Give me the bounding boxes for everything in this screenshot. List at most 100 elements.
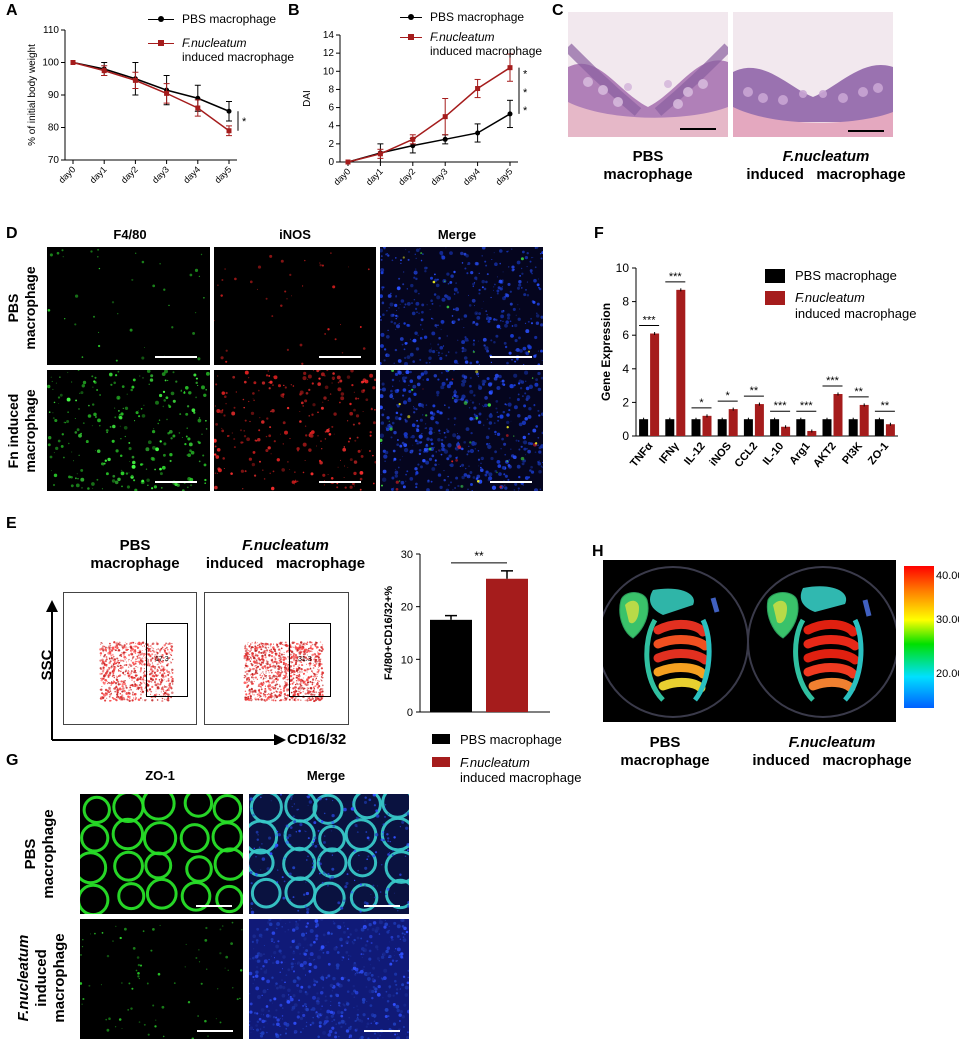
d-pbs-inos-image — [214, 247, 376, 365]
d-row-pbs-label: PBS macrophage — [5, 265, 38, 350]
histology-fn — [733, 12, 893, 137]
legend-b-pbs-marker — [408, 14, 414, 20]
a-ytick-label: 90 — [48, 90, 60, 101]
e-bar-pbs — [430, 619, 472, 712]
g-row-pbs-label: PBS macrophage — [22, 809, 58, 898]
legend-a-fn-italic: F.nucleatum — [182, 36, 247, 50]
b-point — [442, 114, 448, 120]
f-bar-pbs — [796, 419, 806, 436]
panel-label-c: C — [552, 2, 564, 19]
legend-b-fn-italic: F.nucleatum — [430, 30, 495, 44]
f-xtick-label: PI3K — [840, 440, 865, 466]
a-series-0 — [72, 61, 230, 112]
legend-e-fn-italic: F.nucleatum — [460, 755, 530, 770]
legend-a-pbs-marker — [158, 16, 164, 22]
a-series-1 — [72, 61, 230, 132]
flow-yaxis: SSC — [32, 640, 62, 690]
a-ylabel: % of initial body weight — [27, 44, 38, 146]
f-ytick-label: 6 — [622, 328, 629, 342]
a-xtick-label: day2 — [119, 164, 140, 185]
g-row-fn-c: macrophage — [51, 933, 68, 1023]
b-point — [475, 130, 481, 136]
a-ytick-label: 110 — [43, 25, 59, 36]
f-ytick-label: 4 — [622, 362, 629, 376]
flow-gate-pbs-value: 17.3 — [155, 656, 169, 663]
a-ytick-label: 70 — [48, 155, 60, 166]
e-bar-fn — [486, 578, 528, 712]
g-row-fn-b: induced — [33, 949, 50, 1007]
a-xtick-label: day1 — [88, 164, 109, 185]
f-bar-fn — [833, 394, 843, 436]
b-point — [345, 159, 351, 165]
b-point — [507, 65, 513, 71]
f-bar-fn — [754, 404, 764, 436]
legend-b: PBS macrophage F.nucleatum induced macro… — [400, 10, 542, 58]
f-bar-fn — [859, 404, 869, 436]
f-sig-label: *** — [774, 400, 788, 412]
panel-label-f: F — [594, 225, 604, 242]
b-xtick-label: day1 — [364, 166, 385, 187]
flow-yaxis-label: SSC — [38, 649, 56, 681]
f-xtick-label: ZO-1 — [866, 440, 891, 467]
f-bar-pbs — [822, 419, 832, 436]
f-bar-pbs — [743, 419, 753, 436]
b-point — [410, 143, 416, 149]
chart-a: 70 80 90 100 110 day0 day1 day2 day3 day4 day5 % of… — [27, 25, 247, 185]
d-fn-inos-image — [214, 370, 376, 491]
d-col-inos: iNOS — [279, 227, 311, 242]
g-pbs-zo1-image — [80, 794, 243, 914]
b-series-0 — [347, 113, 511, 163]
e-fn-line1: F.nucleatum — [242, 537, 329, 554]
e-pbs-line2: macrophage — [90, 555, 180, 572]
h-pbs-line1: PBS — [649, 734, 681, 751]
legend-e-fn-swatch — [432, 757, 450, 767]
a-point — [101, 68, 107, 74]
f-bar-pbs — [848, 419, 858, 436]
flow-xaxis-label: CD16/32 — [287, 731, 347, 748]
legend-f-fn-italic: F.nucleatum — [795, 290, 865, 305]
b-point — [377, 151, 383, 157]
f-ytick-label: 2 — [622, 395, 629, 409]
g-row-pbs-a: PBS — [22, 838, 39, 870]
e-sig-label: ** — [474, 549, 484, 563]
flow-gate-fn: 31.3 — [289, 623, 331, 697]
h-label-fn: F.nucleatum induced macrophage — [742, 734, 922, 770]
b-ytick-label: 10 — [323, 66, 335, 77]
d-col-merge: Merge — [437, 227, 477, 242]
e-ytick-label: 20 — [401, 602, 413, 614]
legend-f-fn-swatch — [765, 291, 785, 305]
d-fn-merge-image — [380, 370, 543, 491]
b-xtick-label: day0 — [332, 166, 353, 187]
legend-f-fn-rest: induced macrophage — [795, 306, 917, 321]
c-label-fn: F.nucleatum induced macrophage — [736, 148, 916, 184]
f-bar-fn — [676, 289, 686, 436]
b-ytick-label: 8 — [328, 84, 334, 95]
ivis-colorbar-labels: 40.00 30.00 20.00 — [936, 566, 959, 708]
a-sig-label: * — [242, 116, 247, 128]
b-ytick-label: 6 — [328, 103, 334, 114]
f-bar-pbs — [770, 419, 780, 436]
f-bar-fn — [807, 430, 817, 436]
f-sig-label: *** — [669, 271, 683, 283]
f-sig-label: * — [699, 397, 704, 409]
b-ytick-label: 12 — [323, 48, 335, 59]
b-sig-label: * — [523, 105, 528, 117]
g-row-fn-a: F.nucleatum — [15, 934, 32, 1022]
legend-e-pbs: PBS macrophage — [432, 732, 581, 747]
legend-e-pbs-swatch — [432, 734, 450, 744]
f-sig-label: *** — [826, 375, 840, 387]
b-point — [507, 111, 513, 117]
f-sig-label: ** — [881, 400, 890, 412]
f-xtick-label: IFNγ — [657, 440, 682, 467]
f-ytick-label: 8 — [622, 295, 629, 309]
legend-a-fn-marker — [158, 40, 164, 46]
f-bar-pbs — [691, 419, 701, 436]
b-point — [410, 136, 416, 142]
d-row-fn-label: Fn induced macrophage — [5, 389, 38, 473]
d-row-pbs: PBS macrophage — [2, 250, 42, 365]
f-ylabel: Gene Expression — [599, 303, 613, 401]
f-sig-label: *** — [643, 315, 657, 327]
panel-label-d: D — [6, 225, 18, 242]
legend-f-pbs-swatch — [765, 269, 785, 283]
panel-label-e: E — [6, 515, 17, 532]
